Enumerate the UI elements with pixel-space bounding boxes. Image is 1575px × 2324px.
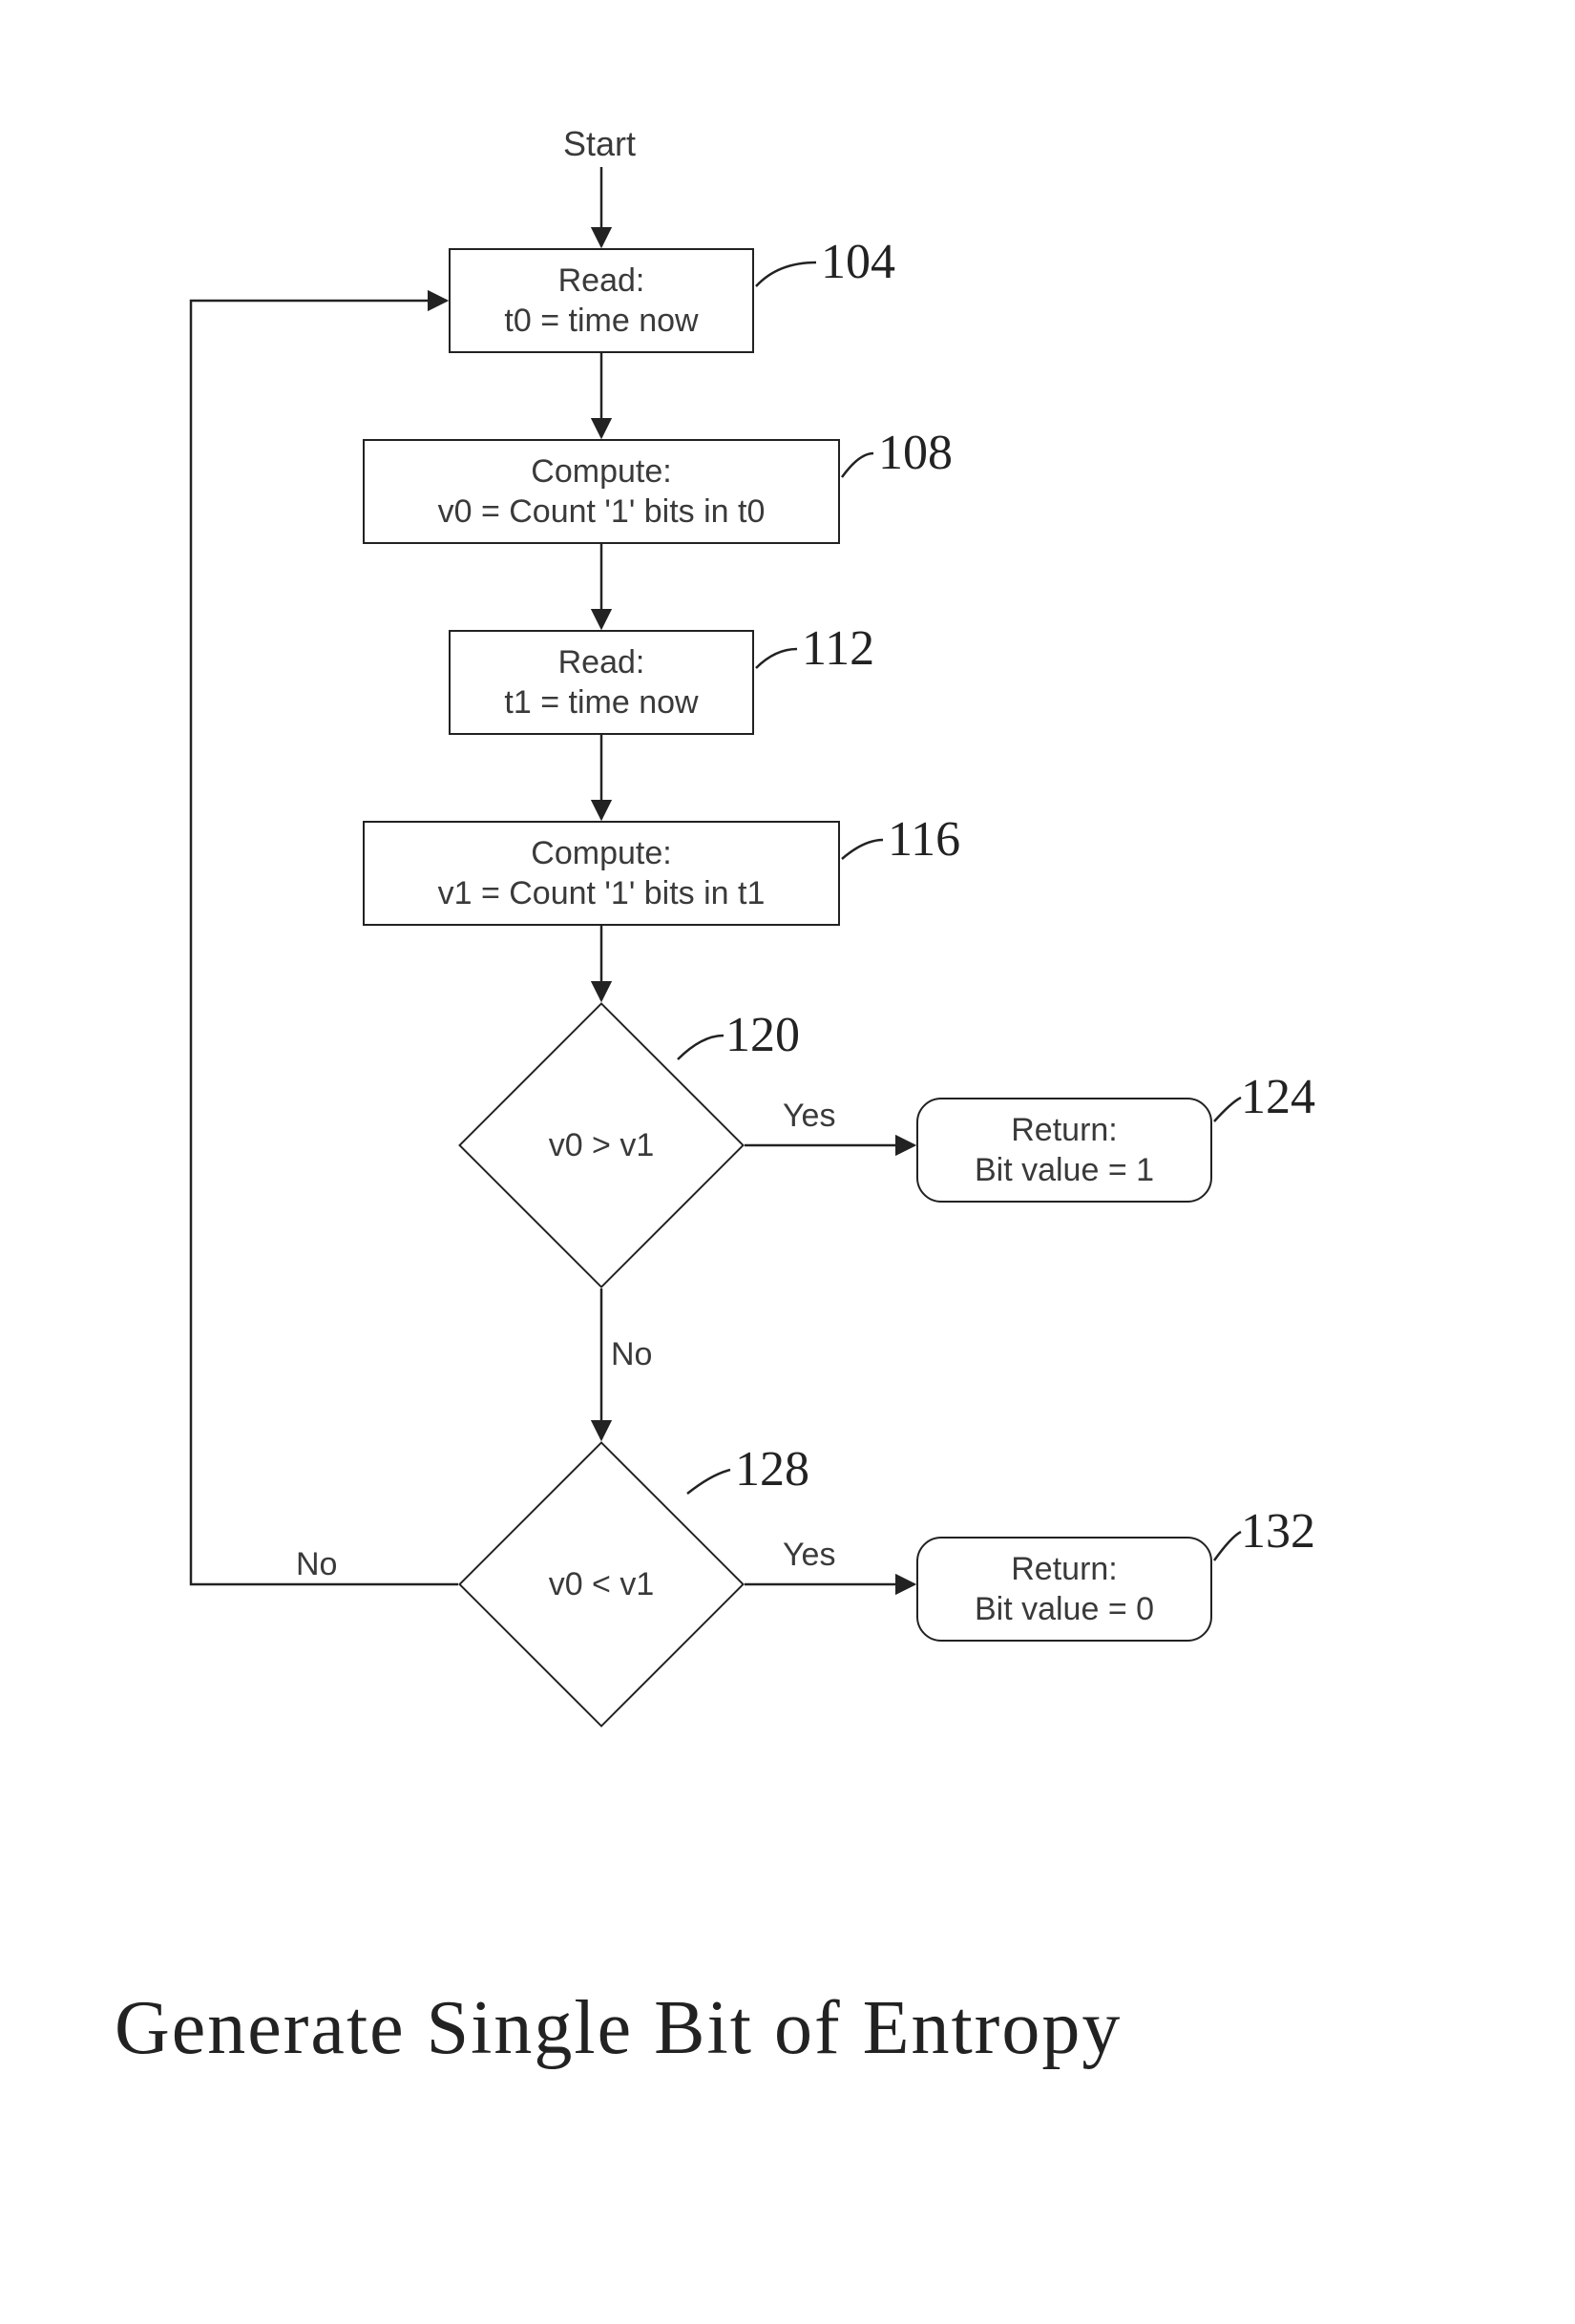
node-line-1: Compute: xyxy=(531,833,671,874)
node-line-2: Bit value = 1 xyxy=(975,1150,1154,1191)
diagram-title: Generate Single Bit of Entropy xyxy=(115,1985,1122,2072)
node-line-1: Return: xyxy=(1011,1110,1118,1151)
decision-120: v0 > v1 xyxy=(500,1044,703,1246)
annotation-128: 128 xyxy=(735,1441,809,1497)
connector-lines xyxy=(0,0,1575,2324)
decision-label: v0 > v1 xyxy=(500,1044,703,1246)
edge-label-120-no: No xyxy=(611,1336,652,1373)
annotation-116: 116 xyxy=(888,811,960,868)
node-line-1: Read: xyxy=(558,642,645,683)
terminator-132: Return: Bit value = 0 xyxy=(916,1537,1212,1642)
node-line-2: t1 = time now xyxy=(504,682,698,723)
edge-label-120-yes: Yes xyxy=(783,1098,835,1135)
node-line-1: Read: xyxy=(558,261,645,302)
start-label: Start xyxy=(563,124,636,164)
process-box-116: Compute: v1 = Count '1' bits in t1 xyxy=(363,821,840,926)
annotation-120: 120 xyxy=(725,1007,800,1063)
annotation-124: 124 xyxy=(1241,1069,1315,1125)
node-line-2: Bit value = 0 xyxy=(975,1589,1154,1630)
annotation-108: 108 xyxy=(878,425,953,481)
process-box-108: Compute: v0 = Count '1' bits in t0 xyxy=(363,439,840,544)
decision-label: v0 < v1 xyxy=(500,1483,703,1685)
node-line-2: v0 = Count '1' bits in t0 xyxy=(438,492,766,533)
node-line-2: v1 = Count '1' bits in t1 xyxy=(438,873,766,914)
decision-128: v0 < v1 xyxy=(500,1483,703,1685)
annotation-112: 112 xyxy=(802,620,874,677)
node-line-1: Return: xyxy=(1011,1549,1118,1590)
process-box-112: Read: t1 = time now xyxy=(449,630,754,735)
node-line-2: t0 = time now xyxy=(504,301,698,342)
annotation-104: 104 xyxy=(821,234,895,290)
terminator-124: Return: Bit value = 1 xyxy=(916,1098,1212,1203)
process-box-104: Read: t0 = time now xyxy=(449,248,754,353)
annotation-132: 132 xyxy=(1241,1503,1315,1560)
edge-label-128-no: No xyxy=(296,1546,337,1583)
node-line-1: Compute: xyxy=(531,451,671,492)
flowchart-canvas: Start Read: t0 = time now Compute: v0 = … xyxy=(0,0,1575,2324)
edge-label-128-yes: Yes xyxy=(783,1537,835,1574)
